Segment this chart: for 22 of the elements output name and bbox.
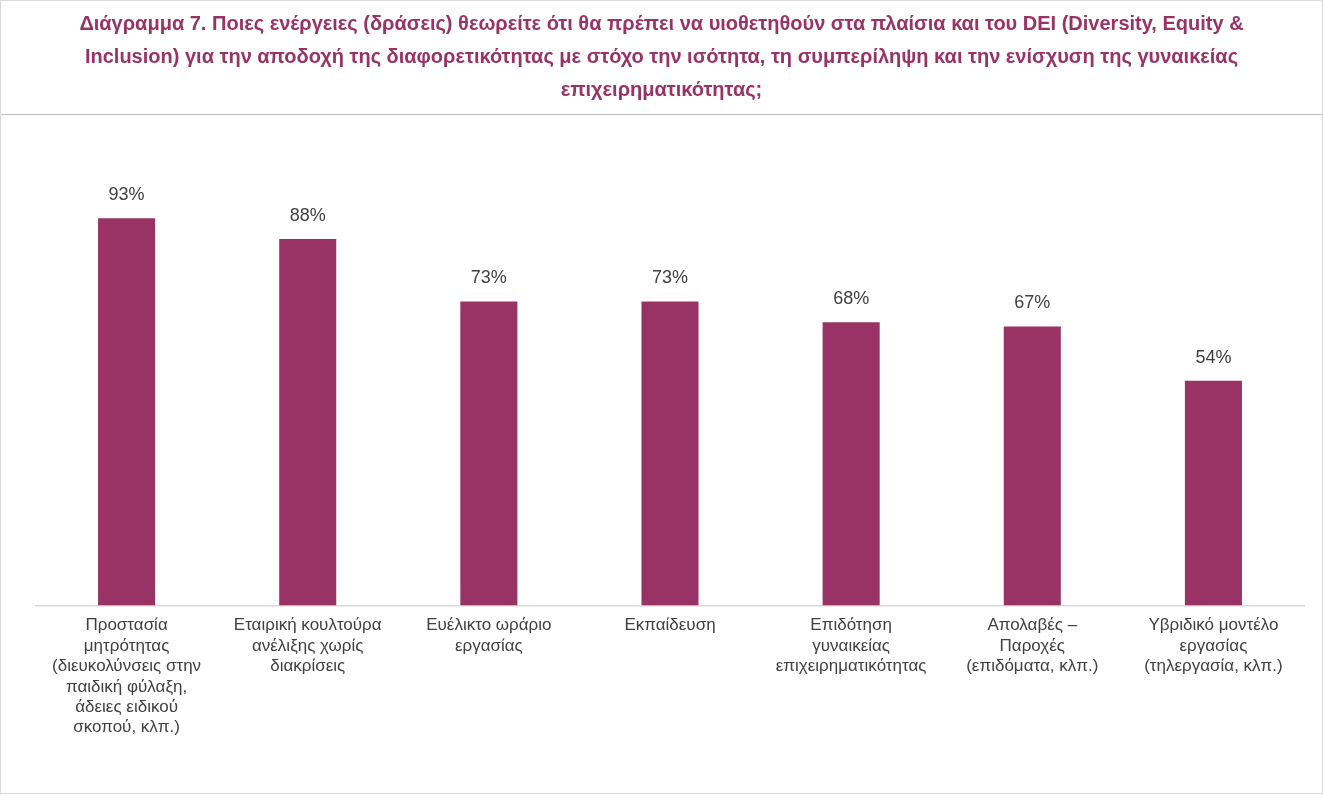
x-tick-label: Εταιρική κουλτούρα ανέλιξης χωρίς διακρίσεις — [233, 615, 382, 676]
data-label: 93% — [108, 184, 145, 205]
x-tick-label: Απολαβές – Παροχές (επιδόματα, κλπ.) — [966, 615, 1099, 676]
x-tick-label: Εκπαίδευση — [624, 615, 716, 635]
data-label: 67% — [1014, 292, 1051, 313]
x-tick-label: Προστασία μητρότητας (διευκολύνσεις στην παιδική φύλαξη, άδειες ειδικού σκοπού, κλπ.) — [52, 615, 202, 737]
bar — [641, 301, 699, 606]
x-tick-label: Επιδότηση γυναικείας επιχειρηματικότητας — [775, 615, 927, 676]
bar — [1184, 380, 1242, 606]
bar — [98, 218, 156, 606]
data-label: 68% — [833, 288, 870, 309]
bar — [460, 301, 518, 606]
data-label: 73% — [470, 267, 507, 288]
x-tick-label: Ευέλικτο ωράριο εργασίας — [426, 615, 552, 655]
bar — [1003, 326, 1061, 606]
data-label: 73% — [651, 267, 689, 288]
x-tick-label: Υβριδικό μοντέλο εργασίας (τηλεργασία, κλπ.) — [1144, 615, 1283, 676]
chart-title: Διάγραμμα 7. Ποιες ενέργειες (δράσεις) θεωρείτε ότι θα πρέπει να υιοθετηθούν στα πλαίσια και του DEI (Diversity, Equity & Inclusion) για την αποδοχή της διαφορετικότητας με στόχο την ισότητα, τη συμπερίληψη και την ενίσχυση της γυναικείας επιχειρηματικότητας; — [1, 1, 1322, 115]
bar — [279, 238, 337, 606]
data-label: 88% — [289, 204, 326, 225]
data-label: 54% — [1195, 346, 1232, 367]
bar — [822, 322, 880, 606]
